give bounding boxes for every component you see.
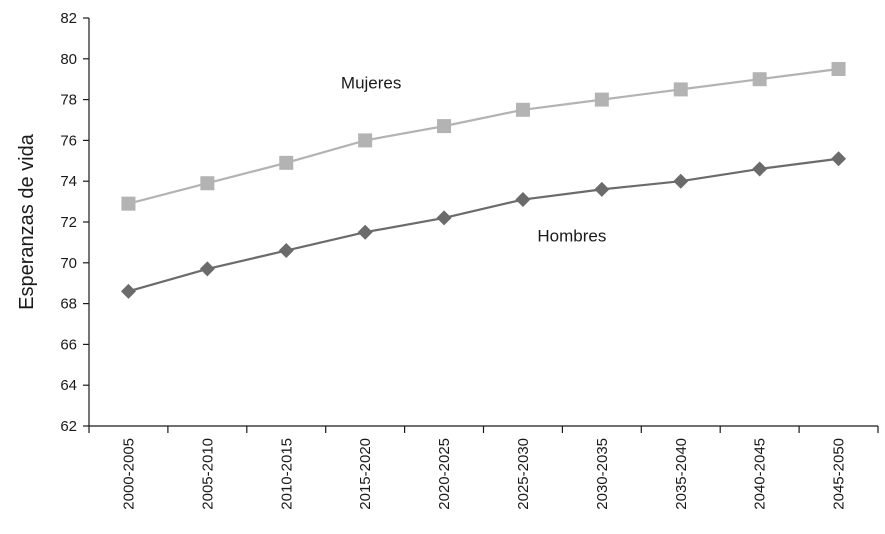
- data-point-diamond: [594, 181, 610, 197]
- data-point-diamond: [673, 173, 689, 189]
- data-point-diamond: [831, 151, 847, 167]
- series-label-mujeres: Mujeres: [341, 73, 401, 92]
- data-point-square: [358, 133, 373, 148]
- y-tick-label: 62: [60, 418, 77, 435]
- y-tick-label: 70: [60, 255, 77, 272]
- x-tick-label: 2020-2025: [436, 438, 453, 510]
- axes: 62 64 66 68 70 72 74 76 78 80 82 2000-2005 2005-2010…: [60, 10, 879, 510]
- x-tick-label: 2015-2020: [357, 438, 374, 510]
- data-point-square: [673, 82, 688, 97]
- y-tick-label: 68: [60, 296, 77, 313]
- x-tick-label: 2030-2035: [594, 438, 611, 510]
- data-point-diamond: [357, 224, 373, 240]
- data-point-diamond: [278, 243, 294, 259]
- data-point-square: [437, 119, 452, 134]
- y-tick-label: 76: [60, 132, 77, 149]
- series-hombres: [120, 151, 847, 299]
- y-axis-label: Esperanzas de vida: [16, 133, 38, 310]
- data-point-diamond: [436, 210, 452, 226]
- data-point-diamond: [120, 283, 136, 299]
- y-tick-label: 72: [60, 214, 77, 231]
- x-tick-label: 2045-2050: [831, 438, 848, 510]
- series-group: Mujeres Hombres: [120, 62, 847, 299]
- x-tick-label: 2040-2045: [752, 438, 769, 510]
- data-point-square: [752, 72, 767, 87]
- data-point-square: [200, 176, 215, 191]
- data-point-square: [831, 62, 846, 76]
- data-point-diamond: [199, 261, 215, 277]
- x-tick-label: 2035-2040: [673, 438, 690, 510]
- series-mujeres: [121, 62, 846, 211]
- x-tick-label: 2010-2015: [278, 438, 295, 510]
- x-tick-label: 2025-2030: [515, 438, 532, 510]
- data-point-square: [279, 155, 294, 170]
- data-point-diamond: [752, 161, 768, 177]
- y-tick-label: 78: [60, 92, 77, 109]
- series-line-hombres: [128, 157, 839, 293]
- series-line-mujeres: [128, 67, 839, 205]
- series-label-hombres: Hombres: [537, 226, 606, 245]
- x-tick-label: 2000-2005: [120, 438, 137, 510]
- y-tick-label: 82: [60, 10, 77, 27]
- data-point-square: [594, 92, 609, 107]
- y-tick-label: 74: [60, 173, 77, 190]
- y-tick-label: 64: [60, 377, 77, 394]
- y-tick-label: 80: [60, 51, 77, 68]
- data-point-square: [515, 102, 530, 117]
- data-point-square: [121, 196, 136, 211]
- y-tick-label: 66: [60, 336, 77, 353]
- x-tick-label: 2005-2010: [199, 438, 216, 510]
- data-point-diamond: [515, 192, 531, 208]
